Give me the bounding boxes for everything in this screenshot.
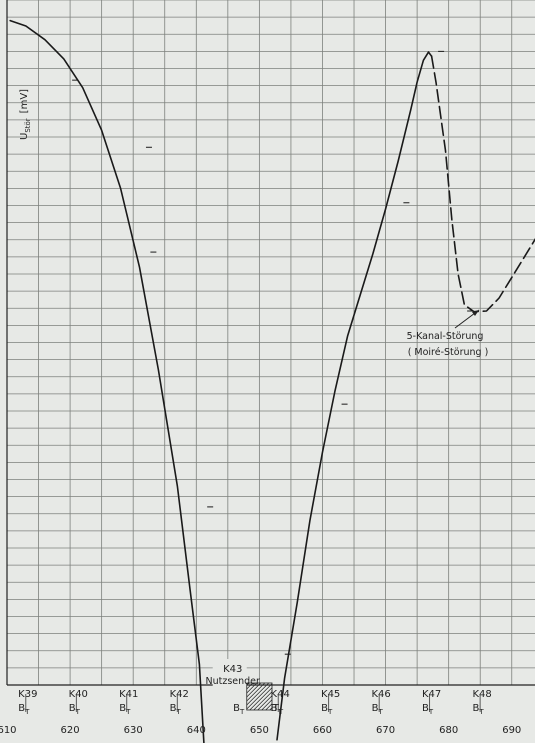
channel-sublabel: BT [372,703,384,716]
channel-sublabel-sub: T [327,708,333,716]
hatch-line [246,682,266,702]
channel-sublabel-sub: T [428,708,434,716]
wanted-channel-b-sub: T [239,708,245,716]
markers [72,50,474,655]
channel-label: K42 [170,689,189,700]
grid [6,0,535,686]
channel-label: K39 [18,689,37,700]
channel-label: K48 [472,689,491,700]
x-tick-label: 610 [0,725,17,736]
channel-label: K41 [119,689,138,700]
hatch-line [246,682,254,690]
hatch-line [257,695,273,711]
wanted-channel-box [246,682,273,711]
x-tick-label: 630 [124,725,143,736]
annotation-line-1: 5-Kanal-Störung [407,331,484,342]
wanted-channel-b: BT [233,703,245,716]
channel-label: K44 [271,689,290,700]
y-axis-label: UStör[mV] [19,89,32,140]
x-tick-label: 690 [502,725,521,736]
x-tick-label: 640 [187,725,206,736]
wanted-channel-name: Nutzsender [206,676,261,687]
hatch-line [246,682,250,686]
wanted-channel-label: K43 [223,664,242,675]
series-line-3 [430,55,535,313]
channel-sublabel: BT [18,703,30,716]
channel-sublabel: BT [69,703,81,716]
channel-sublabel-sub: T [377,708,383,716]
x-tick-label: 650 [250,725,269,736]
series-line-1 [9,19,205,743]
x-tick-labels: 610 620 630 640 650 660 670 680 690 [0,725,521,736]
channel-sublabel: BT [271,703,283,716]
hatch-line [249,687,273,711]
channel-sublabel-sub: T [24,708,30,716]
channel-sublabel-sub: T [125,708,131,716]
channel-sublabel: BT [170,703,182,716]
channel-sublabel: BT [422,703,434,716]
channel-label: K40 [69,689,88,700]
channel-sublabel-sub: T [276,708,282,716]
channel-sublabel-sub: T [75,708,81,716]
channel-label: K47 [422,689,441,700]
x-tick-label: 670 [376,725,395,736]
hatch-line [246,682,262,698]
channel-sublabel: BT [321,703,333,716]
annotation-5-kanal: 5-Kanal-Störung ( Moiré-Störung ) [407,309,489,358]
hatch-line [269,707,273,711]
channel-label: K45 [321,689,340,700]
wanted-channel-t-sub: T [278,708,284,716]
annotation-line-2: ( Moiré-Störung ) [408,347,489,358]
x-tick-label: 620 [61,725,80,736]
hatch-line [265,703,273,711]
curves [9,19,535,743]
hatch-line [246,682,270,706]
hatch-line [246,683,273,710]
hatch-line [253,691,273,711]
channel-label: K46 [372,689,391,700]
channel-labels: K39 BT K40 BT K41 BT K42 BT K44 BT K45 BT K46 BT K47 BT… [18,689,492,716]
channel-sublabel-sub: T [176,708,182,716]
hatch-line [261,699,273,711]
channel-sublabel-sub: T [478,708,484,716]
annotation-arrow-icon [472,310,479,316]
wanted-channel-bg [212,659,247,709]
series-line-2 [276,51,433,741]
channel-sublabel: BT [119,703,131,716]
x-tick-label: 660 [313,725,332,736]
x-tick-label: 680 [439,725,458,736]
channel-sublabel: BT [473,703,485,716]
hatch-line [246,682,258,694]
